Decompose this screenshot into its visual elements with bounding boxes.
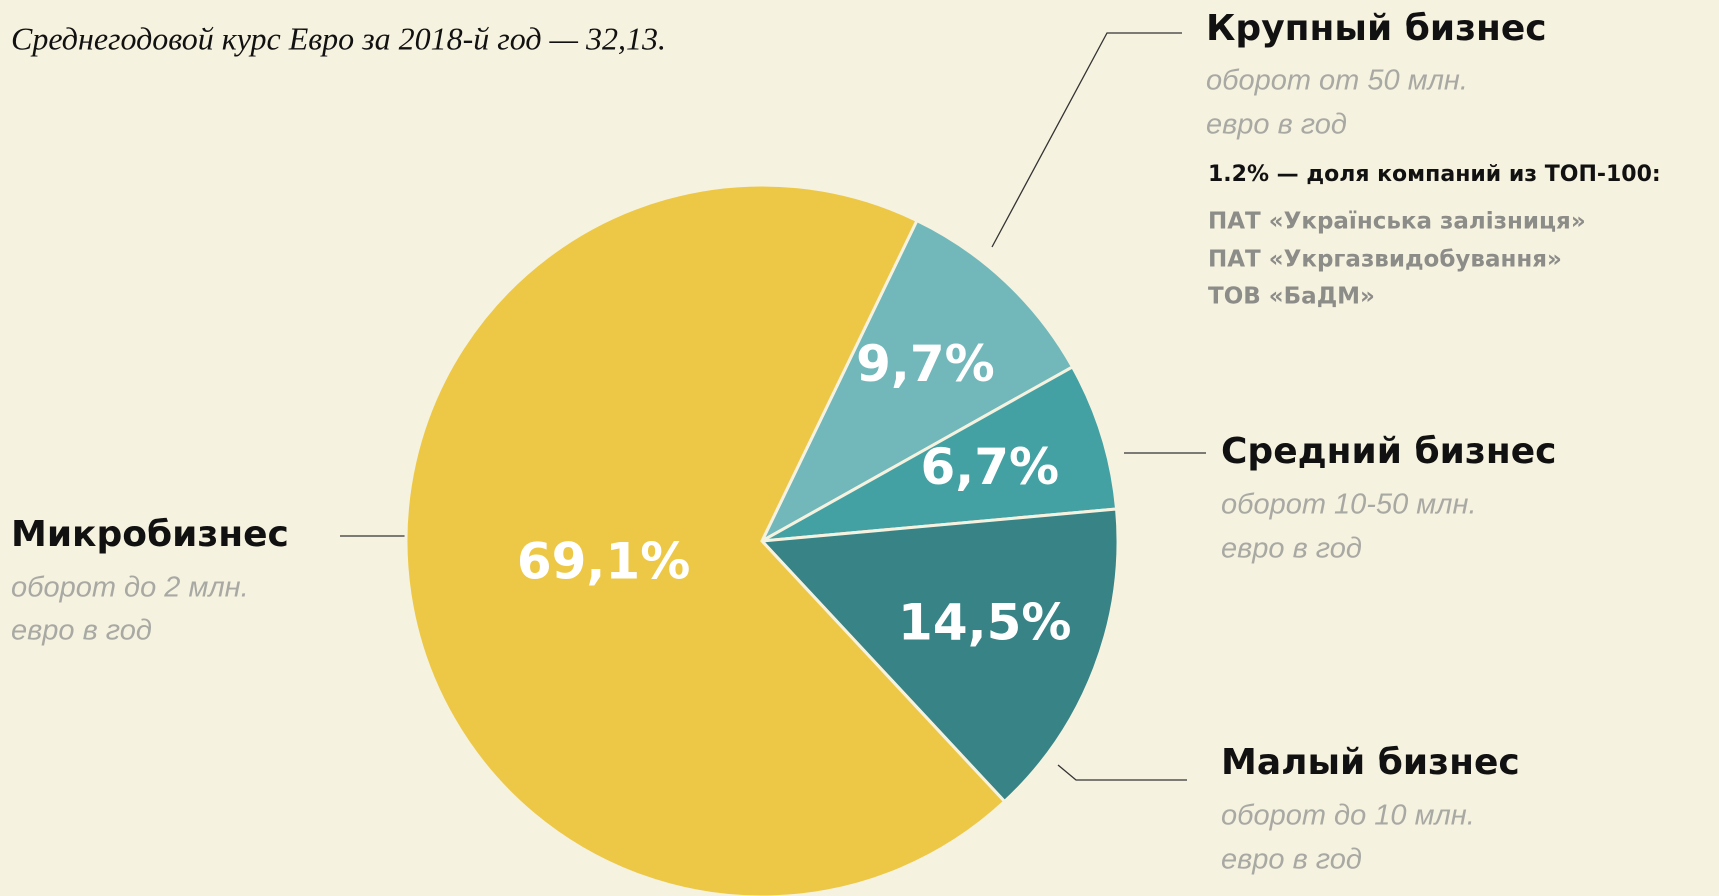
annotation-item: ПАТ «Українська залізниця» — [1208, 209, 1586, 235]
annotation: 1.2% — доля компаний из ТОП-100: — [1208, 162, 1661, 187]
pie-slice — [758, 218, 1075, 545]
pie-slice — [758, 507, 1120, 804]
category-note: евро в год — [1206, 109, 1347, 141]
data-label: 14,5% — [898, 594, 1071, 652]
pie: 9,7% 6,7% 14,5% 69,1% — [404, 183, 1120, 896]
category-label: Средний бизнес — [1221, 431, 1556, 472]
category-note: евро в год — [1221, 533, 1362, 565]
category-note: оборот 10-50 млн. — [1221, 489, 1477, 521]
category-label: Малый бизнес — [1221, 742, 1520, 783]
subtitle: Среднегодовой курс Евро за 2018-й год — … — [11, 20, 666, 56]
leader-line — [1057, 764, 1187, 781]
category-note: оборот от 50 млн. — [1206, 65, 1468, 97]
data-label: 69,1% — [517, 532, 690, 590]
data-label: 6,7% — [920, 438, 1059, 496]
category-note: оборот до 10 млн. — [1221, 800, 1475, 832]
data-label: 9,7% — [856, 335, 995, 393]
leader-line — [991, 32, 1182, 248]
pie-slice — [761, 364, 1119, 543]
category-label: Микробизнес — [11, 514, 289, 555]
annotation-item: ТОВ «БаДМ» — [1208, 284, 1375, 310]
category-label: Крупный бизнес — [1206, 8, 1547, 49]
category-note: евро в год — [1221, 844, 1362, 876]
category-note: евро в год — [11, 615, 152, 647]
annotation-item: ПАТ «Укргазвидобування» — [1208, 247, 1562, 273]
category-note: оборот до 2 млн. — [11, 572, 249, 604]
